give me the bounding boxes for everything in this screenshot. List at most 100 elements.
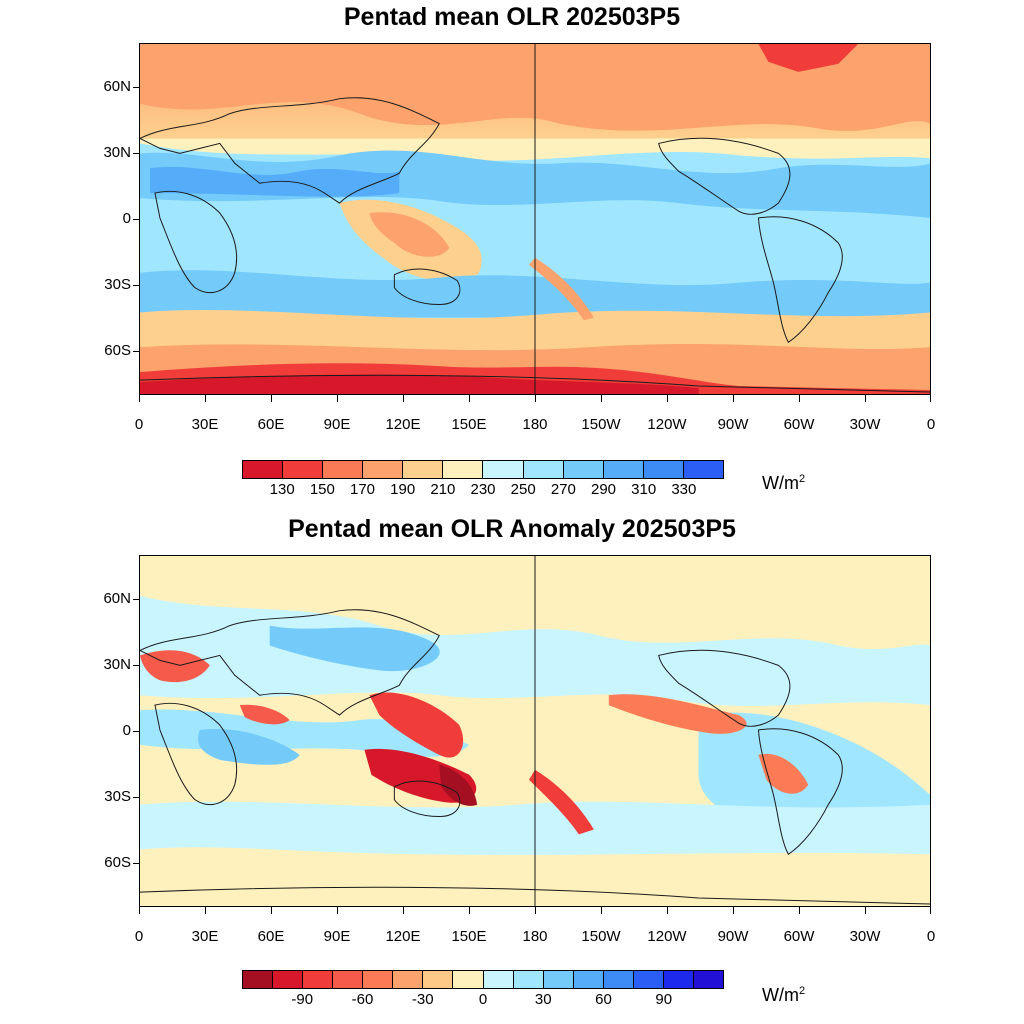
lon-label: 150W (581, 416, 621, 433)
colorbar-tick-label: 250 (510, 481, 536, 498)
lon-tick (205, 907, 206, 914)
lon-tick (930, 907, 931, 914)
lon-label: 120E (385, 928, 421, 945)
lon-tick (469, 907, 470, 914)
colorbar-tick-label: 150 (309, 481, 335, 498)
colorbar-tick-label: -60 (351, 991, 374, 1008)
lon-tick (469, 395, 470, 402)
lon-tick (799, 907, 800, 914)
colorbar-tick-label: 90 (655, 991, 673, 1008)
lon-label: 0 (134, 416, 144, 433)
colorbar-swatch (573, 971, 604, 988)
bottom-colorbar-units: W/m2 (762, 985, 806, 1005)
bottom-colorbar (242, 970, 724, 989)
colorbar-swatch (423, 971, 454, 988)
colorbar-tick-label: 190 (390, 481, 416, 498)
lat-label: 60N (103, 78, 131, 95)
lon-label: 90W (717, 416, 749, 433)
lon-tick (733, 907, 734, 914)
colorbar-swatch (603, 461, 644, 478)
olr-mean-field (140, 44, 930, 394)
lon-tick (865, 907, 866, 914)
lon-tick (271, 395, 272, 402)
colorbar-swatch (683, 461, 723, 478)
colorbar-swatch (273, 971, 304, 988)
lat-tick (133, 731, 139, 732)
lat-tick (133, 153, 139, 154)
lon-label: 30E (191, 416, 219, 433)
lat-label: 30N (103, 144, 131, 161)
lat-tick (133, 599, 139, 600)
lat-tick (133, 219, 139, 220)
colorbar-tick-label: 210 (430, 481, 456, 498)
colorbar-tick-label: 170 (349, 481, 376, 498)
coastlines (140, 556, 930, 906)
lon-label: 30W (849, 416, 881, 433)
lon-tick (337, 395, 338, 402)
colorbar-tick-label: 0 (478, 991, 488, 1008)
lon-tick (601, 907, 602, 914)
colorbar-swatch (243, 971, 274, 988)
bottom-map-title: Pentad mean OLR Anomaly 202503P5 (288, 515, 736, 543)
lon-tick (930, 395, 931, 402)
lon-label: 150W (581, 928, 621, 945)
colorbar-tick-label: -90 (291, 991, 314, 1008)
lon-label: 60E (257, 416, 285, 433)
lat-tick (133, 863, 139, 864)
colorbar-swatch (483, 461, 524, 478)
lat-label: 30S (104, 788, 131, 805)
lon-label: 30E (191, 928, 219, 945)
colorbar-tick-label: 60 (595, 991, 612, 1008)
lon-label: 90W (717, 928, 749, 945)
lat-tick (133, 285, 139, 286)
top-colorbar (242, 460, 724, 479)
lon-tick (205, 395, 206, 402)
colorbar-swatch (453, 971, 484, 988)
lat-label: 30N (103, 656, 131, 673)
colorbar-swatch (333, 971, 364, 988)
colorbar-swatch (443, 461, 484, 478)
colorbar-swatch (363, 461, 404, 478)
lat-tick (133, 665, 139, 666)
colorbar-tick-label: 30 (534, 991, 552, 1008)
lat-tick (133, 87, 139, 88)
olr-anomaly-field (140, 556, 930, 906)
lon-label: 180 (522, 928, 548, 945)
lon-label: 120E (385, 416, 421, 433)
lat-label: 0 (122, 722, 131, 739)
lon-tick (139, 395, 140, 402)
colorbar-swatch (403, 461, 444, 478)
colorbar-swatch (563, 461, 604, 478)
lon-label: 0 (926, 416, 936, 433)
colorbar-tick-label: 270 (550, 481, 576, 498)
lon-label: 0 (926, 928, 936, 945)
colorbar-tick-label: 230 (470, 481, 496, 498)
lat-label: 60S (104, 342, 131, 359)
lon-label: 180 (522, 416, 548, 433)
colorbar-swatch (513, 971, 544, 988)
lon-tick (799, 395, 800, 402)
colorbar-tick-label: 130 (269, 481, 295, 498)
colorbar-swatch (603, 971, 634, 988)
lon-label: 150E (451, 928, 487, 945)
colorbar-swatch (243, 461, 284, 478)
lat-label: 60S (104, 854, 131, 871)
lon-tick (337, 907, 338, 914)
lon-label: 60W (783, 928, 815, 945)
colorbar-swatch (543, 971, 574, 988)
colorbar-swatch (363, 971, 394, 988)
lon-label: 150E (451, 416, 487, 433)
coastlines (140, 44, 930, 394)
lon-tick (733, 395, 734, 402)
top-map-title: Pentad mean OLR 202503P5 (343, 3, 681, 31)
lon-label: 90E (323, 928, 351, 945)
olr-mean-map (139, 43, 931, 395)
colorbar-tick-label: 290 (590, 481, 617, 498)
lon-tick (535, 907, 536, 914)
lon-label: 60W (783, 416, 815, 433)
colorbar-swatch (303, 971, 334, 988)
colorbar-tick-label: 330 (671, 481, 697, 498)
lat-tick (133, 351, 139, 352)
colorbar-swatch (393, 971, 424, 988)
lon-tick (865, 395, 866, 402)
